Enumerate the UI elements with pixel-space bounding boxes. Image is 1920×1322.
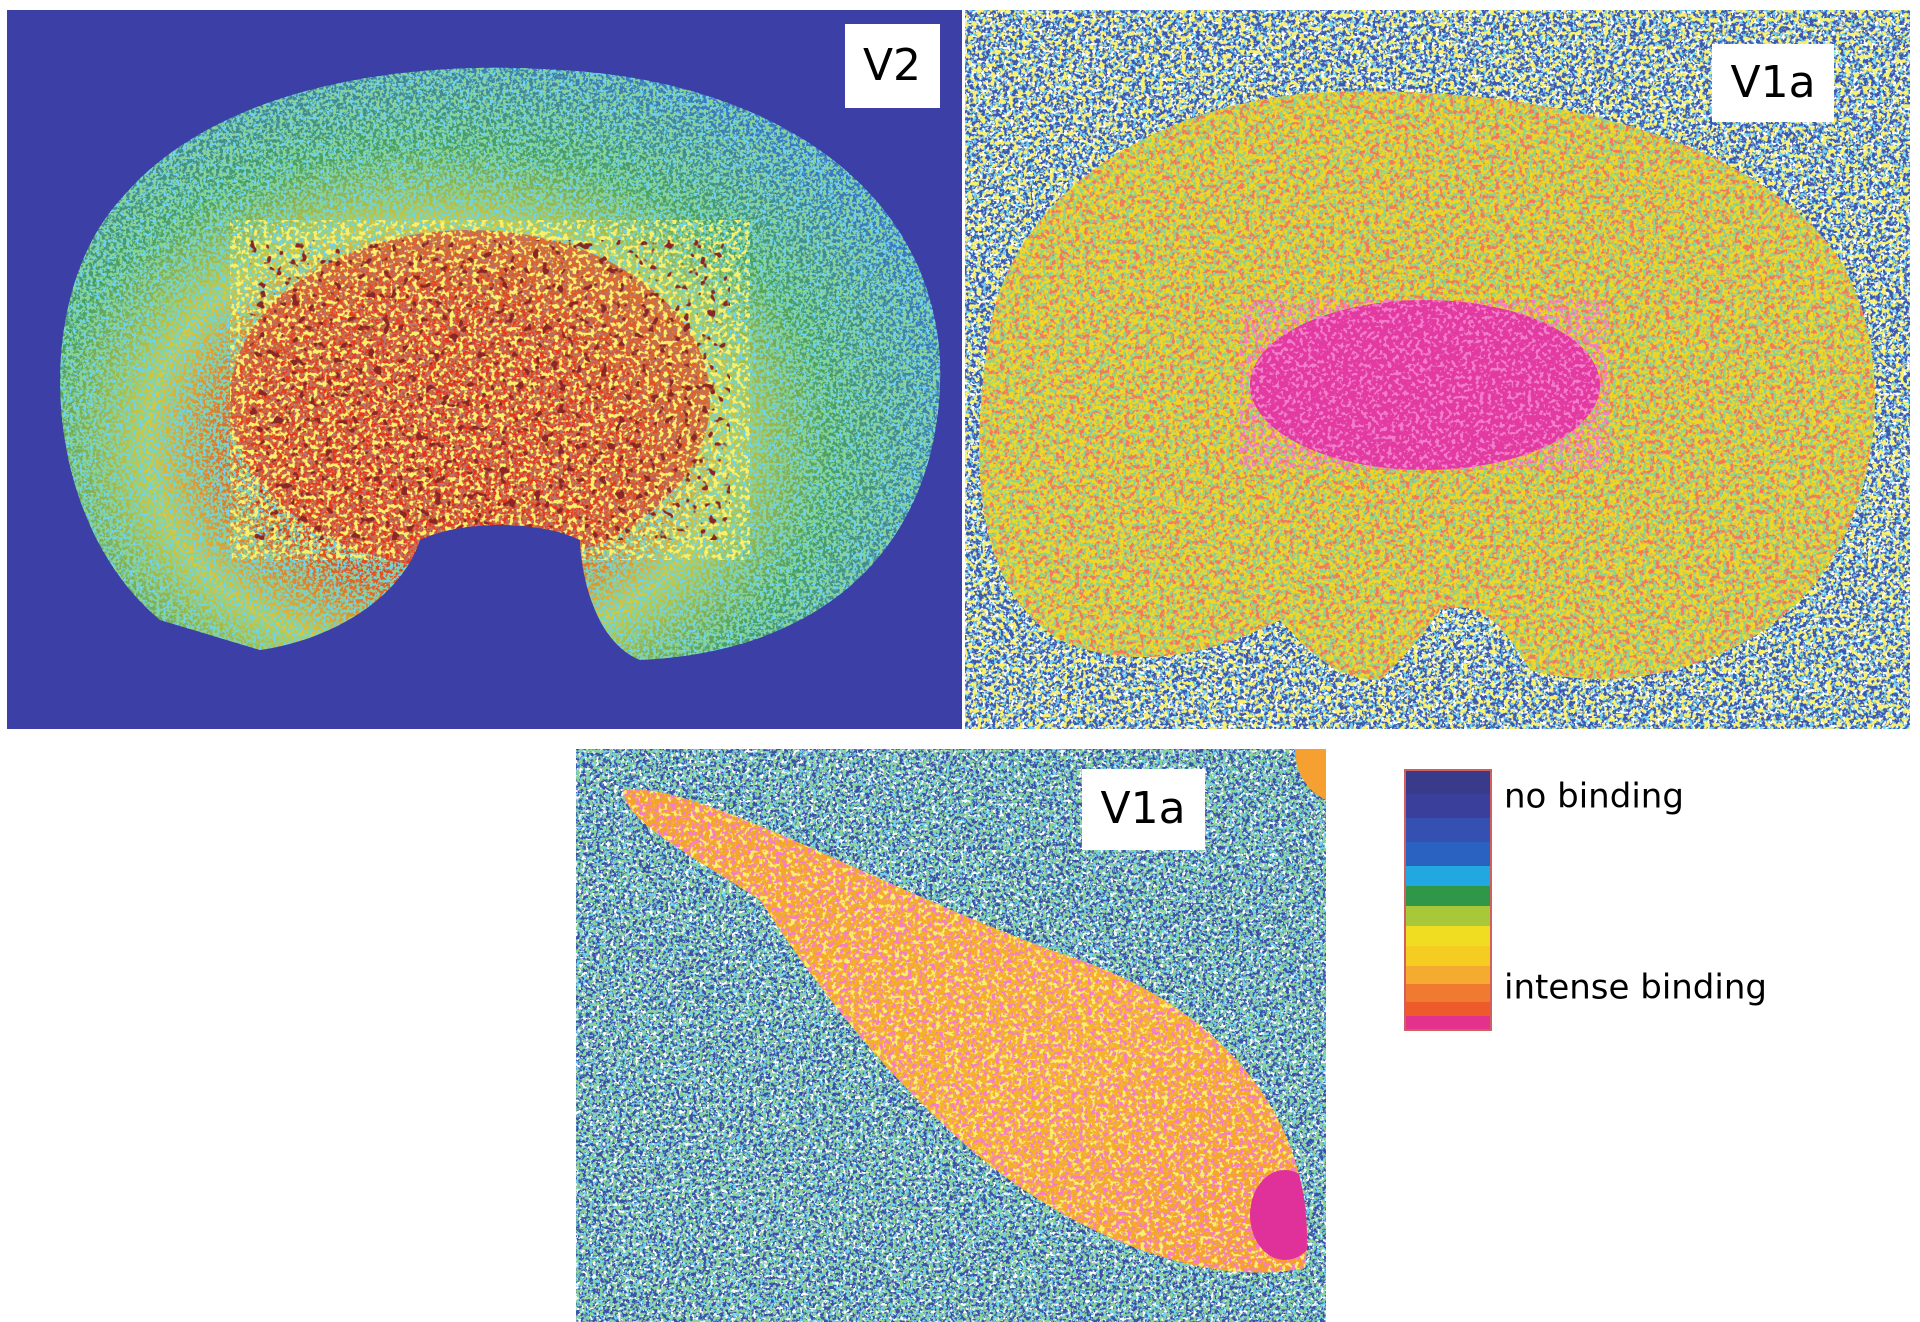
panel-v2 [7, 10, 962, 729]
panel-label: V1a [1100, 783, 1185, 834]
figure: V2 V1a V1a no binding intense binding [0, 0, 1920, 1322]
panel-label: V1a [1730, 57, 1815, 108]
panel-label: V2 [863, 40, 921, 91]
legend-label: no binding [1504, 777, 1684, 817]
color-scale [1405, 770, 1491, 1030]
panel-v1a-liver [576, 749, 1326, 1322]
legend-label: intense binding [1504, 968, 1767, 1008]
